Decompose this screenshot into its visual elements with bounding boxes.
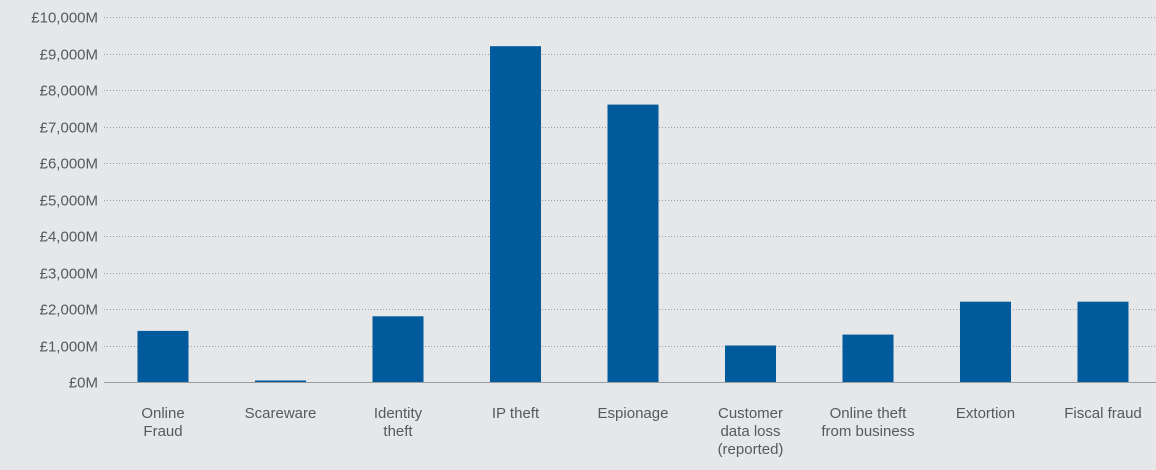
bars [137,46,1129,382]
y-tick-label: £1,000M [40,339,98,356]
bar-online-fraud [137,330,189,382]
x-category-label: Scareware [245,405,317,422]
x-category-label: Extortion [956,405,1015,422]
y-tick-label: £4,000M [40,229,98,246]
y-tick-label: £0M [69,375,98,392]
y-tick-label: £3,000M [40,266,98,283]
y-tick-label: £10,000M [31,10,98,27]
bar-ip-theft [490,46,541,382]
bar-customer-data-loss-reported [725,345,776,382]
x-category-label: IP theft [492,405,540,422]
bar-extortion [960,301,1011,382]
x-category-label: Espionage [598,405,669,422]
y-axis-tick-labels: £0M £1,000M £2,000M £3,000M £4,000M £5,000M £6… [31,10,98,392]
bar-scareware [255,380,306,382]
bar-espionage [607,104,659,382]
y-tick-label: £9,000M [40,47,98,64]
bar-online-theft-from-business [842,334,894,382]
y-tick-label: £6,000M [40,156,98,173]
y-tick-label: £5,000M [40,193,98,210]
bar-identity-theft [372,316,424,382]
x-category-label: Online Fraud [141,405,184,440]
y-tick-label: £8,000M [40,83,98,100]
x-axis-category-labels: Online Fraud Scareware Identity theft IP thef… [141,405,1141,458]
x-category-label: Online theft from business [821,405,914,440]
bar-fiscal-fraud [1077,301,1129,382]
x-category-label: Identity theft [374,405,423,440]
x-category-label: Customer data loss (reported) [718,405,784,458]
y-tick-label: £7,000M [40,120,98,137]
y-tick-label: £2,000M [40,302,98,319]
x-category-label: Fiscal fraud [1064,405,1142,422]
